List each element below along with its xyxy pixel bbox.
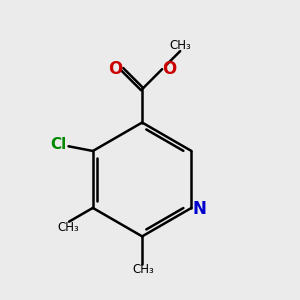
Text: CH₃: CH₃ <box>132 263 154 276</box>
Text: CH₃: CH₃ <box>57 220 79 234</box>
Text: O: O <box>162 60 176 78</box>
Text: O: O <box>108 60 122 78</box>
Text: Cl: Cl <box>50 137 66 152</box>
Text: CH₃: CH₃ <box>169 39 191 52</box>
Text: N: N <box>192 200 206 218</box>
